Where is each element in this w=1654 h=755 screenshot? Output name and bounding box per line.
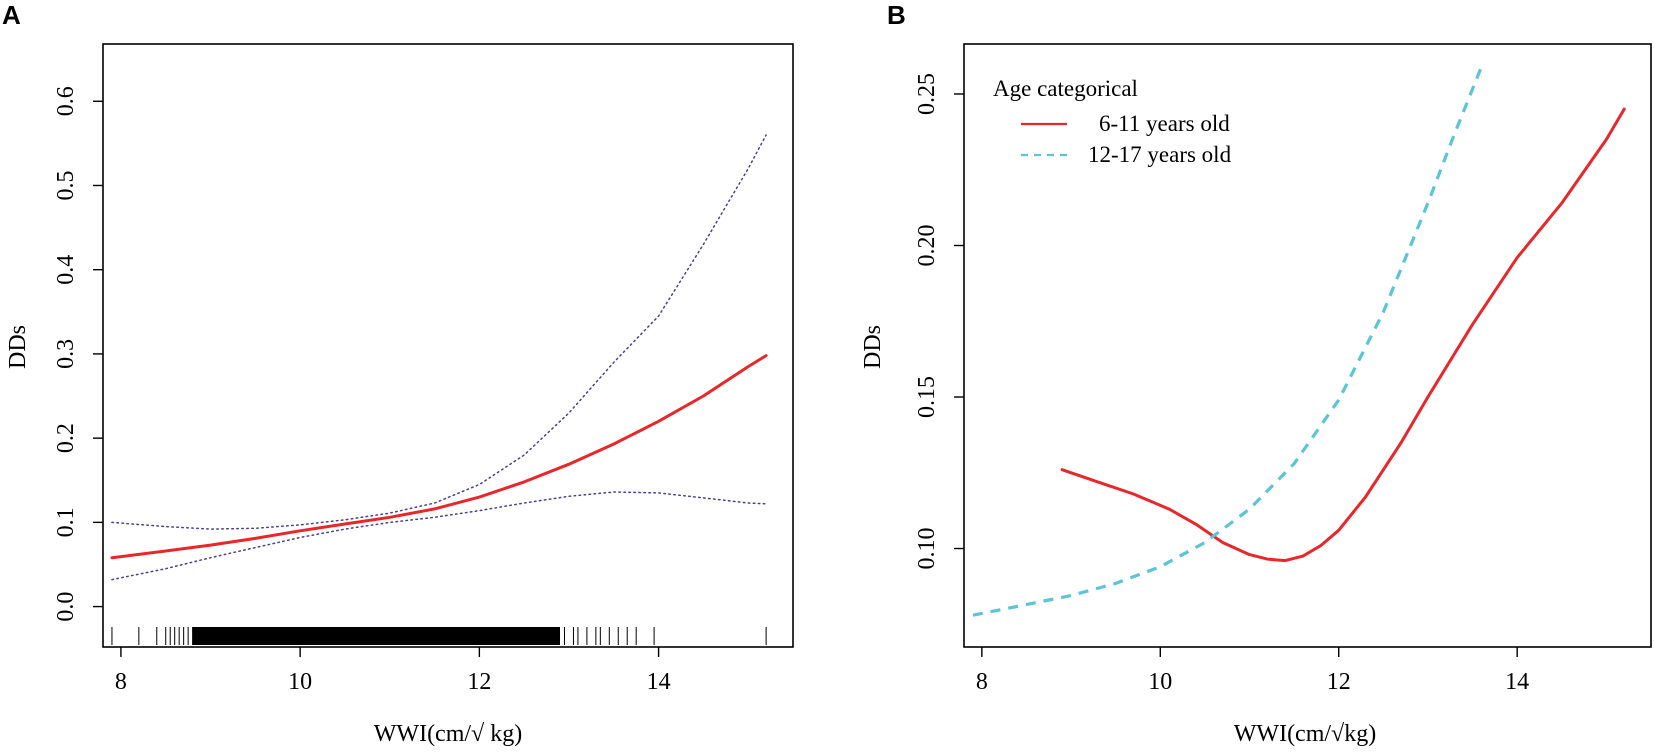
y-tick-label: 0.5 (53, 170, 79, 200)
x-tick-label: 8 (115, 669, 127, 695)
panel-a-y-label: DDs (5, 325, 31, 369)
panel-b-x-label: WWI(cm/√kg) (1234, 721, 1376, 747)
panel-b-series (972, 66, 1626, 617)
series-line-lower-95-ci (111, 491, 767, 581)
y-tick-label: 0.10 (914, 528, 940, 570)
panel-a-rug (111, 627, 767, 645)
panel-b-legend: Age categorical 6-11 years old 12-17 yea… (993, 76, 1232, 167)
x-tick-label: 12 (1327, 669, 1351, 695)
panel-b-plot-frame (963, 43, 1652, 648)
series-line-estimate (110, 354, 768, 560)
panel-a-x-axis: 8 10 12 14 (115, 647, 671, 695)
rug-dense-band (192, 627, 561, 645)
panel-b-x-axis: 8 10 12 14 (976, 647, 1529, 695)
panel-a-y-axis: 0.0 0.1 0.2 0.3 0.4 0.5 0.6 (53, 86, 103, 622)
panel-a-letter: A (2, 0, 21, 30)
y-tick-label: 0.1 (53, 507, 79, 537)
legend-label-12-17: 12-17 years old (1088, 142, 1232, 167)
y-tick-label: 0.0 (53, 592, 79, 622)
legend-title: Age categorical (993, 76, 1138, 101)
x-tick-label: 8 (976, 669, 988, 695)
y-tick-label: 0.20 (914, 225, 940, 267)
panel-b-y-axis: 0.10 0.15 0.20 0.25 (914, 73, 964, 570)
series-line-upper-95-ci (111, 134, 767, 530)
panel-b-y-label: DDs (860, 325, 886, 369)
y-tick-label: 0.4 (53, 255, 79, 285)
y-tick-label: 0.2 (53, 423, 79, 453)
panel-a-plot-frame (102, 43, 794, 648)
panel-a-x-label: WWI(cm/√ kg) (374, 721, 522, 747)
panel-a-series (110, 134, 768, 581)
series-line-6-11-years-old (1060, 107, 1626, 563)
x-tick-label: 14 (1505, 669, 1529, 695)
legend-label-6-11: 6-11 years old (1099, 111, 1230, 136)
y-tick-label: 0.15 (914, 376, 940, 418)
panel-b-letter: B (887, 0, 906, 30)
x-tick-label: 10 (288, 669, 312, 695)
y-tick-label: 0.6 (53, 86, 79, 116)
x-tick-label: 10 (1148, 669, 1172, 695)
y-tick-label: 0.25 (914, 73, 940, 115)
x-tick-label: 12 (467, 669, 491, 695)
x-tick-label: 14 (647, 669, 671, 695)
panel-a: A 8 10 12 14 0.0 0.1 0.2 0.3 0.4 0.5 0.6 WWI(cm/√… (2, 0, 794, 747)
panel-b: B 8 10 12 14 0.10 0.15 0.20 0.25 Age categoric… (860, 0, 1652, 747)
y-tick-label: 0.3 (53, 339, 79, 369)
